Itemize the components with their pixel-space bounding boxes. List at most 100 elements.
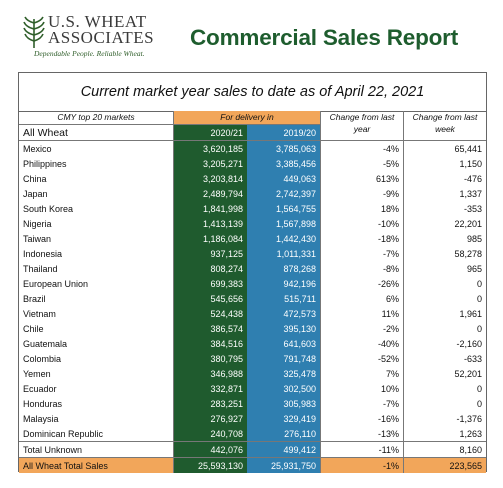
change-from-last-year: -8% [320,261,404,276]
logo-text-line2: ASSOCIATES [48,28,155,47]
sales-2019-20: 1,011,331 [247,246,321,261]
table-row: Colombia 380,795 791,748 -52% -633 [19,351,486,366]
change-from-last-week: 1,150 [459,158,482,169]
change-from-last-week: 0 [476,383,482,394]
market-name: Honduras [19,396,174,411]
change-from-last-year: 11% [320,306,404,321]
change-from-last-year: -7% [320,246,404,261]
market-name: Indonesia [19,246,174,261]
change-from-last-week: 0 [476,278,482,289]
change-from-last-week: 65,441 [454,143,482,154]
wheat-leaf-logo-icon [23,16,45,48]
market-name: European Union [19,276,174,291]
table-row: Taiwan 1,186,084 1,442,430 -18% 985 [19,231,486,246]
sales-2020-21: 380,795 [173,351,247,366]
us-wheat-logo: U.S. WHEAT ASSOCIATES Dependable People.… [22,13,162,61]
sales-2019-20: 25,931,750 [247,457,321,473]
change-year-label: Change from last year [320,111,404,141]
table-row: Indonesia 937,125 1,011,331 -7% 58,278 [19,246,486,261]
sales-2020-21: 1,186,084 [173,231,247,246]
change-from-last-week: 985 [466,233,482,244]
sales-2020-21: 25,593,130 [173,457,247,473]
sales-2020-21: 384,516 [173,336,247,351]
table-row: European Union 699,383 942,196 -26% 0 [19,276,486,291]
sales-2019-20: 325,478 [247,366,321,381]
sales-2020-21: 386,574 [173,321,247,336]
change-from-last-year: -4% [320,140,404,156]
market-name: Vietnam [19,306,174,321]
table-row: Nigeria 1,413,139 1,567,898 -10% 22,201 [19,216,486,231]
sales-2019-20: 878,268 [247,261,321,276]
sales-2019-20: 641,603 [247,336,321,351]
change-from-last-week: -2,160 [456,338,482,349]
table-row: All Wheat Total Sales 25,593,130 25,931,75… [19,457,486,473]
sales-2019-20: 329,419 [247,411,321,426]
market-name: Guatemala [19,336,174,351]
sales-2020-21: 1,841,998 [173,201,247,216]
sales-2019-20: 1,567,898 [247,216,321,231]
change-from-last-year: 613% [320,171,404,186]
table-row: Japan 2,489,794 2,742,397 -9% 1,337 [19,186,486,201]
change-from-last-year: 10% [320,381,404,396]
sales-2020-21: 442,076 [173,441,247,458]
report-title: Commercial Sales Report [190,25,459,50]
market-name: Nigeria [19,216,174,231]
sales-table-frame: Current market year sales to date as of … [18,72,487,473]
markets-label: CMY top 20 markets [19,111,174,125]
market-name: Brazil [19,291,174,306]
market-name: Dominican Republic [19,426,174,442]
change-from-last-year: -13% [320,426,404,442]
sales-2020-21: 3,620,185 [173,140,247,156]
sales-2020-21: 3,203,814 [173,171,247,186]
table-row: South Korea 1,841,998 1,564,755 18% -353 [19,201,486,216]
table-row: Guatemala 384,516 641,603 -40% -2,160 [19,336,486,351]
sales-table: CMY top 20 markets For delivery in Chang… [19,111,486,473]
market-name: Chile [19,321,174,336]
sales-2019-20: 1,564,755 [247,201,321,216]
table-row: Thailand 808,274 878,268 -8% 965 [19,261,486,276]
change-from-last-week: 965 [466,263,482,274]
market-name: Philippines [19,156,174,171]
change-from-last-week: -476 [463,173,482,184]
change-from-last-year: -1% [320,457,404,473]
change-from-last-year: 18% [320,201,404,216]
sales-2020-21: 1,413,139 [173,216,247,231]
sales-2019-20: 395,130 [247,321,321,336]
table-row: Chile 386,574 395,130 -2% 0 [19,321,486,336]
report-header: U.S. WHEAT ASSOCIATES Dependable People.… [0,0,503,72]
market-name: Thailand [19,261,174,276]
market-name: Japan [19,186,174,201]
sales-2019-20: 449,063 [247,171,321,186]
year-2019-header: 2019/20 [247,124,321,141]
logo-text-line1: U.S. WHEAT [48,12,147,31]
market-name: China [19,171,174,186]
change-from-last-week: 22,201 [454,218,482,229]
sales-2019-20: 276,110 [247,426,321,442]
table-row: Honduras 283,251 305,983 -7% 0 [19,396,486,411]
market-name: Ecuador [19,381,174,396]
market-name: Malaysia [19,411,174,426]
change-from-last-week: 52,201 [454,368,482,379]
change-from-last-year: -18% [320,231,404,246]
all-wheat-header: All Wheat [19,124,174,141]
change-week-label: Change from last week [403,111,486,141]
change-from-last-week: 0 [476,293,482,304]
table-row: Philippines 3,205,271 3,385,456 -5% 1,150 [19,156,486,171]
change-from-last-week: -633 [463,353,482,364]
sales-2019-20: 305,983 [247,396,321,411]
table-row: Dominican Republic 240,708 276,110 -13% 1,26… [19,426,486,442]
table-row: China 3,203,814 449,063 613% -476 [19,171,486,186]
sales-2020-21: 240,708 [173,426,247,442]
year-2020-header: 2020/21 [173,124,247,141]
change-from-last-year: -2% [320,321,404,336]
sales-2020-21: 524,438 [173,306,247,321]
header-row-2: All Wheat 2020/21 2019/20 [19,124,486,141]
change-from-last-week: 1,263 [459,428,482,439]
sales-2020-21: 545,656 [173,291,247,306]
change-from-last-week: -1,376 [456,413,482,424]
table-row: Ecuador 332,871 302,500 10% 0 [19,381,486,396]
sales-2020-21: 332,871 [173,381,247,396]
market-name: Total Unknown [19,441,174,458]
market-name: South Korea [19,201,174,216]
